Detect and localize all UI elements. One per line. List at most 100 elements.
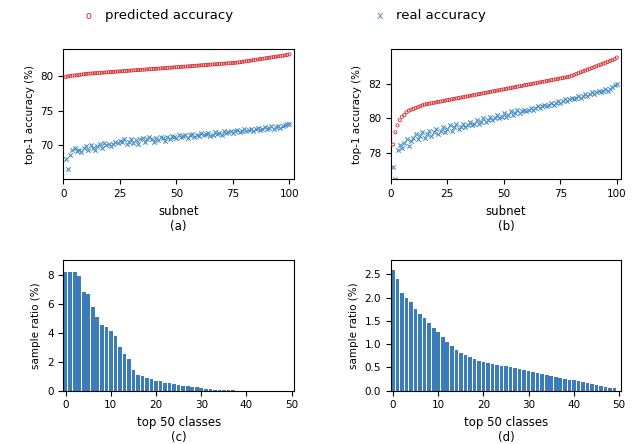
- Point: [533, 103, 543, 110]
- Point: [103, 140, 113, 147]
- Point: [205, 61, 216, 68]
- Bar: [536, 373, 540, 391]
- Point: [465, 92, 475, 99]
- X-axis label: subnet
(a): subnet (a): [158, 205, 199, 233]
- Point: [449, 123, 459, 131]
- Point: [544, 77, 554, 84]
- Point: [404, 107, 414, 114]
- Point: [210, 61, 220, 68]
- Point: [413, 103, 423, 111]
- Point: [214, 60, 224, 67]
- Point: [562, 74, 572, 81]
- Point: [436, 127, 446, 134]
- Point: [271, 53, 281, 60]
- Point: [605, 85, 615, 92]
- Point: [74, 71, 84, 79]
- Point: [97, 144, 107, 151]
- Point: [63, 166, 73, 173]
- Point: [492, 87, 502, 94]
- Bar: [567, 380, 571, 391]
- Point: [567, 72, 577, 79]
- Point: [562, 98, 572, 105]
- Point: [92, 69, 102, 76]
- Point: [271, 123, 281, 131]
- Bar: [514, 369, 517, 391]
- Point: [422, 131, 432, 138]
- Point: [219, 60, 229, 67]
- Bar: [168, 384, 171, 391]
- Point: [481, 119, 491, 126]
- Point: [406, 138, 416, 145]
- Point: [442, 97, 452, 104]
- Point: [499, 86, 509, 93]
- Point: [94, 141, 105, 148]
- Bar: [73, 272, 77, 391]
- Point: [531, 80, 541, 87]
- Point: [285, 51, 295, 58]
- Point: [546, 77, 556, 84]
- Point: [87, 145, 98, 152]
- Bar: [477, 361, 481, 391]
- Point: [444, 96, 455, 103]
- Bar: [141, 376, 145, 391]
- Point: [415, 103, 425, 110]
- Point: [151, 65, 161, 72]
- Bar: [472, 359, 476, 391]
- Point: [585, 91, 595, 98]
- Point: [567, 94, 577, 101]
- Point: [593, 87, 604, 94]
- Y-axis label: top-1 accuracy (%): top-1 accuracy (%): [25, 64, 35, 163]
- Text: real accuracy: real accuracy: [396, 9, 486, 22]
- Point: [149, 138, 159, 145]
- Bar: [209, 389, 212, 391]
- Point: [553, 75, 563, 83]
- Point: [469, 91, 479, 99]
- Point: [174, 132, 184, 139]
- Point: [607, 83, 618, 91]
- Point: [564, 96, 574, 103]
- Point: [278, 123, 288, 130]
- Point: [217, 60, 227, 67]
- Point: [431, 125, 441, 132]
- Point: [551, 76, 561, 83]
- Point: [142, 66, 152, 73]
- Point: [203, 129, 213, 136]
- Point: [106, 142, 116, 149]
- Bar: [190, 387, 194, 391]
- Point: [160, 64, 170, 71]
- Point: [411, 104, 421, 111]
- Point: [266, 54, 276, 61]
- Bar: [554, 377, 557, 391]
- Point: [540, 78, 550, 85]
- Point: [476, 119, 486, 126]
- Point: [512, 106, 522, 113]
- Bar: [150, 379, 153, 391]
- Point: [79, 71, 89, 78]
- Point: [557, 75, 567, 82]
- Bar: [410, 302, 413, 391]
- Bar: [127, 359, 131, 391]
- Bar: [100, 325, 103, 391]
- Point: [406, 106, 416, 113]
- Point: [207, 61, 217, 68]
- Point: [67, 72, 77, 79]
- Point: [429, 129, 439, 136]
- Point: [221, 130, 231, 137]
- Point: [427, 100, 437, 107]
- Bar: [427, 323, 431, 391]
- Point: [176, 134, 186, 141]
- Point: [560, 96, 570, 103]
- Point: [266, 123, 276, 130]
- Point: [223, 128, 233, 135]
- Point: [456, 94, 466, 101]
- Bar: [136, 375, 139, 391]
- Bar: [181, 386, 185, 391]
- Point: [546, 99, 556, 106]
- Point: [119, 136, 129, 143]
- Point: [458, 120, 468, 127]
- Point: [139, 138, 150, 145]
- Point: [153, 65, 164, 72]
- Bar: [186, 386, 190, 391]
- Point: [598, 87, 608, 94]
- Point: [447, 96, 457, 103]
